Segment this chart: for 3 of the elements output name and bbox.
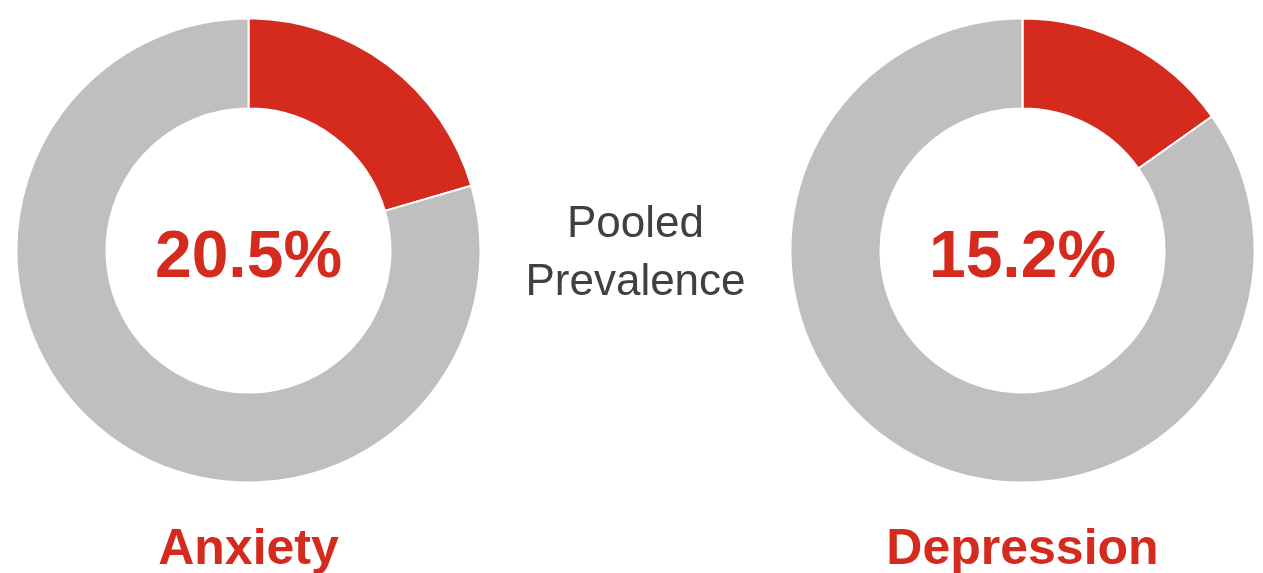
text: 15.2% (928, 216, 1117, 291)
text: 20.5% (154, 216, 343, 291)
text: Pooled Prevalence (525, 197, 746, 304)
